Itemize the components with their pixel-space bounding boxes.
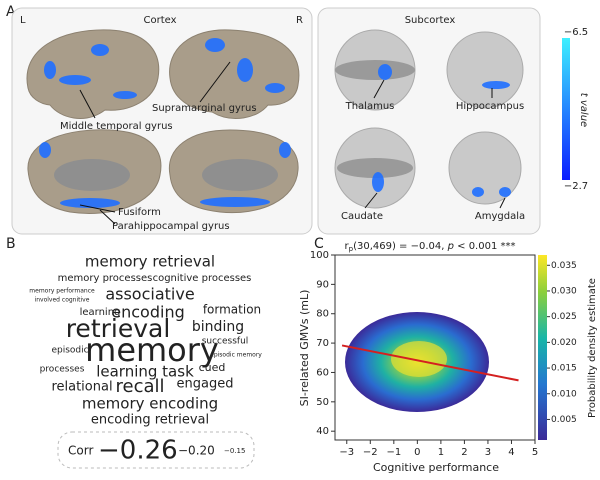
cloud-word: binding bbox=[192, 319, 244, 335]
plot-frame bbox=[334, 254, 536, 441]
annotation: rp(30,469) = −0.04, p < 0.001 *** bbox=[344, 241, 515, 253]
cloud-word: retrieval bbox=[66, 314, 171, 343]
subcortex-title: Subcortex bbox=[405, 15, 456, 26]
colorbar-tick-label: 0.030 bbox=[551, 286, 577, 296]
corr-value: −0.26 bbox=[98, 436, 178, 466]
density-colorbar bbox=[538, 255, 547, 440]
region-label: Parahippocampal gyrus bbox=[112, 221, 230, 232]
region-label: Hippocampus bbox=[456, 101, 524, 112]
corr-value: −0.20 bbox=[178, 444, 215, 458]
x-tick-label: 4 bbox=[508, 447, 514, 458]
x-tick-label: 1 bbox=[438, 447, 444, 458]
region-label: Amygdala bbox=[475, 211, 525, 222]
x-tick-label: 2 bbox=[461, 447, 467, 458]
cloud-word: memory encoding bbox=[82, 395, 218, 413]
hemisphere-label: R bbox=[296, 15, 303, 26]
panel-label: B bbox=[6, 236, 16, 252]
colorbar-tick-label: −6.5 bbox=[564, 27, 588, 38]
cloud-word: encoding retrieval bbox=[91, 413, 209, 428]
colorbar-tick-label: 0.015 bbox=[551, 364, 577, 374]
region-label: Middle temporal gyrus bbox=[60, 121, 173, 132]
colorbar-tick-label: 0.020 bbox=[551, 338, 577, 348]
x-tick-label: 3 bbox=[485, 447, 491, 458]
region-label: Supramarginal gyrus bbox=[152, 103, 257, 114]
colorbar-tick-label: −2.7 bbox=[564, 181, 588, 192]
cloud-word: learning bbox=[80, 307, 121, 318]
x-tick-label: −2 bbox=[363, 447, 378, 458]
region-label: Fusiform bbox=[118, 207, 161, 218]
cortex-title: Cortex bbox=[143, 15, 176, 26]
cloud-word: memory processes bbox=[58, 273, 153, 284]
colorbar-title: Probability density estimate bbox=[587, 278, 598, 418]
density-cloud bbox=[345, 312, 489, 412]
y-tick-label: 80 bbox=[316, 309, 329, 320]
cloud-word: learning task bbox=[96, 363, 194, 381]
cloud-word: episodic bbox=[51, 346, 88, 356]
panel-label: C bbox=[314, 236, 324, 252]
region-label: Caudate bbox=[341, 211, 383, 222]
x-tick-label: −1 bbox=[386, 447, 401, 458]
corr-box bbox=[57, 431, 255, 469]
colorbar-tick-label: 0.005 bbox=[551, 415, 577, 425]
cloud-word: engaged bbox=[177, 377, 234, 392]
cloud-word: cognitive processes bbox=[153, 273, 252, 284]
cloud-word: memory performance bbox=[29, 288, 95, 295]
fit-line bbox=[341, 344, 519, 382]
hemisphere-label: L bbox=[20, 15, 26, 26]
cloud-word: encoding bbox=[111, 303, 184, 322]
t-colorbar bbox=[562, 38, 570, 180]
cloud-word: relational bbox=[51, 380, 112, 395]
cloud-word: memory retrieval bbox=[85, 253, 215, 271]
panel-label: A bbox=[6, 4, 16, 20]
y-tick-label: 90 bbox=[316, 279, 329, 290]
corr-label: Corr bbox=[68, 444, 93, 458]
cloud-word: recall bbox=[115, 376, 164, 397]
y-tick-label: 50 bbox=[316, 397, 329, 408]
cloud-word: episodic memory bbox=[210, 352, 262, 359]
cloud-word: processes bbox=[40, 365, 85, 375]
cloud-word: involved cognitive bbox=[35, 297, 90, 304]
colorbar-title: t value bbox=[578, 93, 589, 127]
y-tick-label: 40 bbox=[316, 426, 329, 437]
y-tick-label: 100 bbox=[310, 250, 329, 261]
region-label: Thalamus bbox=[345, 101, 395, 112]
y-tick-label: 70 bbox=[316, 338, 329, 349]
x-tick-label: 5 bbox=[532, 447, 538, 458]
x-axis-label: Cognitive performance bbox=[373, 461, 499, 474]
cloud-word: memory bbox=[85, 331, 219, 369]
colorbar-tick-label: 0.010 bbox=[551, 389, 577, 399]
corr-value: −0.15 bbox=[224, 447, 245, 455]
colorbar-tick-label: 0.025 bbox=[551, 312, 577, 322]
cloud-word: formation bbox=[203, 303, 261, 317]
cloud-word: associative bbox=[105, 285, 194, 304]
y-axis-label: SI-related GMVs (mL) bbox=[298, 290, 311, 407]
colorbar-tick-label: 0.035 bbox=[551, 261, 577, 271]
cloud-word: cued bbox=[199, 361, 226, 374]
x-tick-label: −3 bbox=[339, 447, 354, 458]
x-tick-label: 0 bbox=[414, 447, 420, 458]
cloud-word: successful bbox=[202, 337, 249, 347]
brains bbox=[26, 29, 524, 214]
y-tick-label: 60 bbox=[316, 367, 329, 378]
